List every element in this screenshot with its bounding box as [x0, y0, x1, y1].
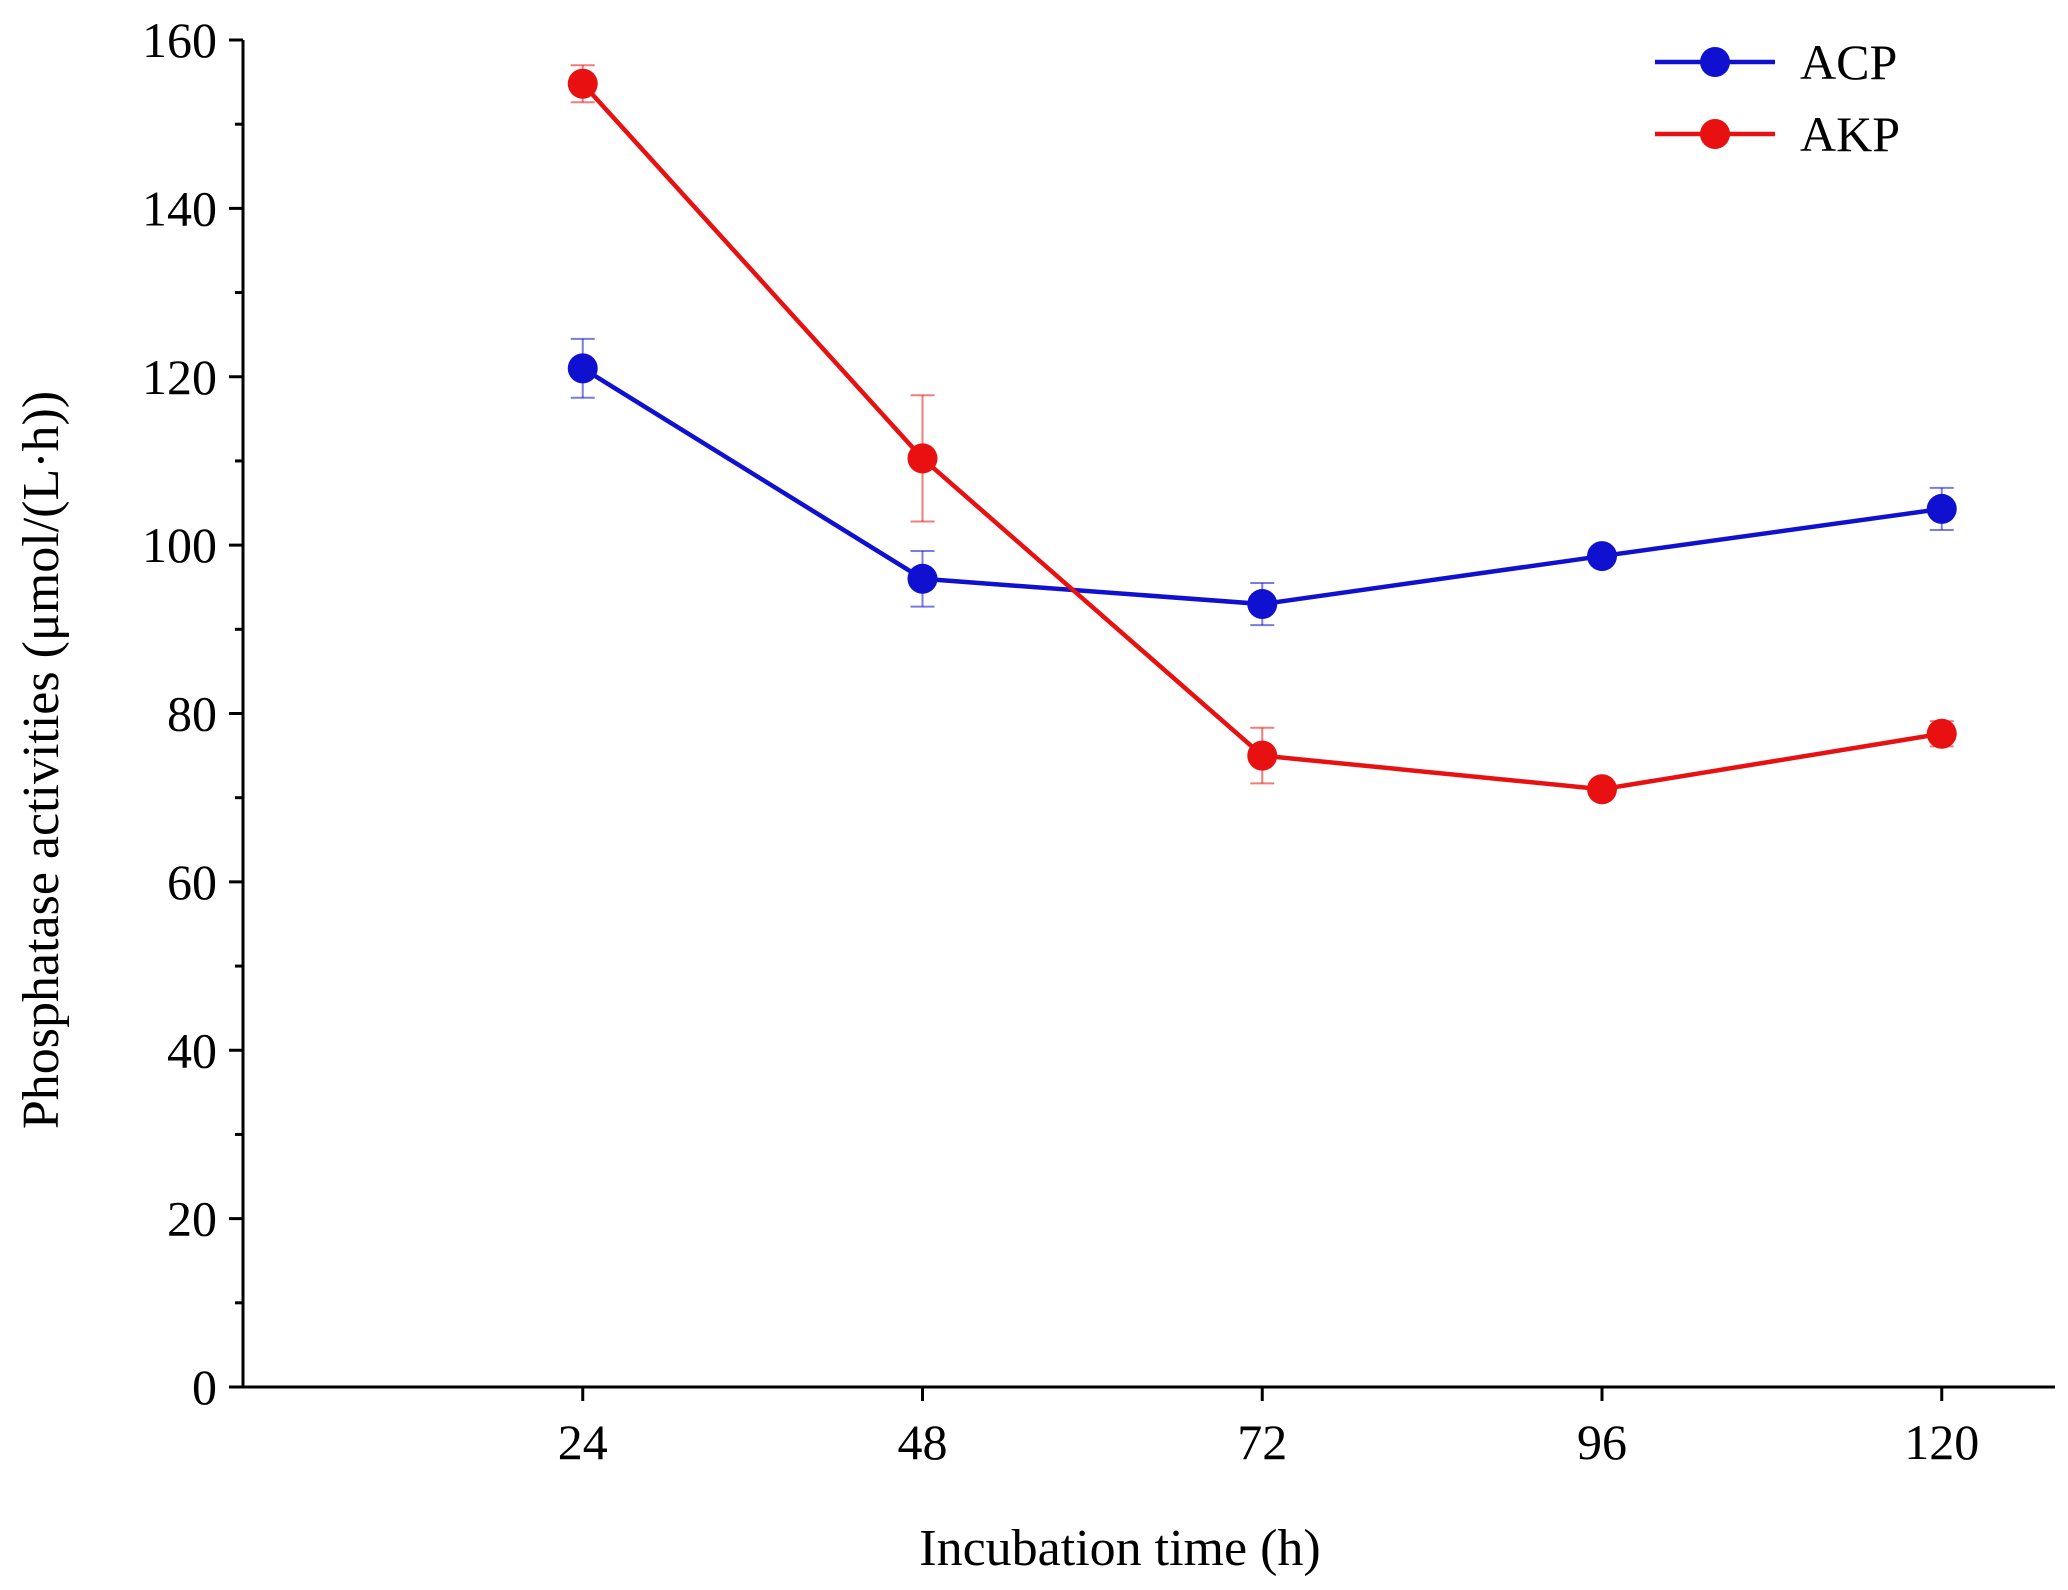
- y-tick-label: 40: [167, 1022, 217, 1078]
- y-tick-label: 100: [142, 517, 217, 573]
- x-tick-label: 120: [1904, 1414, 1979, 1470]
- x-tick-label: 24: [558, 1414, 608, 1470]
- y-tick-label: 20: [167, 1191, 217, 1247]
- x-axis-ticks: 24 48 72 96 120: [558, 1387, 1979, 1470]
- series-akp: [567, 64, 1957, 805]
- legend-marker-akp: [1700, 119, 1730, 149]
- legend-marker-acp: [1700, 47, 1730, 77]
- y-axis-ticks: 0 20 40 60 80 100 120 140 160: [142, 12, 243, 1415]
- series-acp: [567, 337, 1957, 627]
- data-point-akp: [567, 68, 598, 99]
- x-tick-label: 48: [898, 1414, 948, 1470]
- legend-label-acp: ACP: [1800, 34, 1897, 90]
- series-line-akp: [581, 82, 1943, 792]
- axes: [241, 40, 2055, 1389]
- y-tick-label: 80: [167, 686, 217, 742]
- y-tick-label: 0: [192, 1359, 217, 1415]
- data-point-acp: [907, 563, 938, 594]
- series-line-acp: [581, 366, 1943, 607]
- series-layer: [567, 64, 1957, 805]
- data-point-akp: [1926, 718, 1957, 749]
- y-tick-label: 160: [142, 12, 217, 68]
- x-tick-label: 96: [1577, 1414, 1627, 1470]
- y-tick-label: 60: [167, 854, 217, 910]
- legend: ACP AKP: [1655, 34, 1900, 162]
- data-point-acp: [567, 353, 598, 384]
- data-point-acp: [1587, 541, 1617, 572]
- data-point-akp: [1587, 774, 1617, 805]
- y-tick-label: 120: [142, 349, 217, 405]
- legend-label-akp: AKP: [1800, 106, 1900, 162]
- data-point-acp: [1247, 589, 1278, 620]
- y-axis-title: Phosphatase activities (μmol/(L·h)): [13, 391, 70, 1129]
- data-point-akp: [1247, 740, 1278, 771]
- data-point-akp: [907, 443, 938, 474]
- x-tick-label: 72: [1237, 1414, 1287, 1470]
- y-tick-label: 140: [142, 180, 217, 236]
- x-axis-title: Incubation time (h): [919, 1520, 1320, 1577]
- data-point-acp: [1926, 493, 1957, 524]
